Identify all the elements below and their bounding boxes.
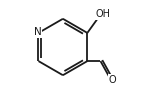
Text: N: N <box>34 27 41 37</box>
Text: O: O <box>108 75 116 85</box>
Text: OH: OH <box>96 9 111 19</box>
